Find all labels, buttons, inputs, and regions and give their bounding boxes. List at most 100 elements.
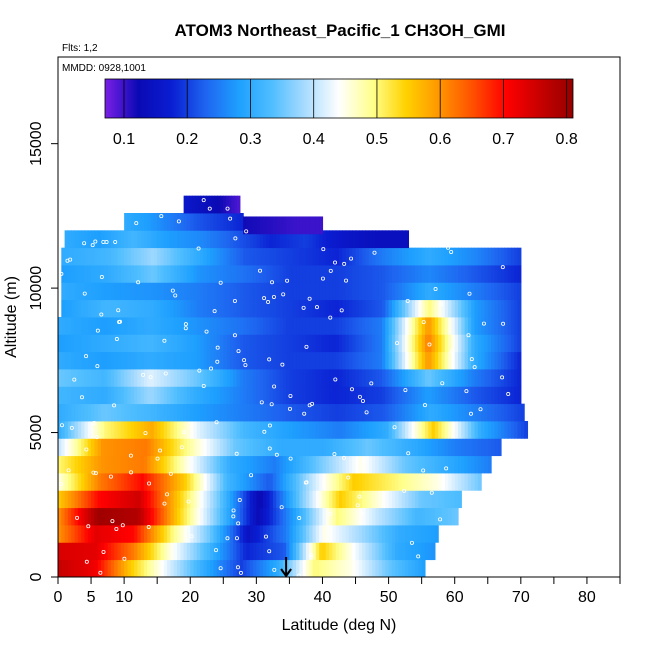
heatmap-cell (253, 282, 257, 301)
heatmap-cell (107, 317, 112, 335)
heatmap-cell (177, 542, 181, 561)
heatmap-cell (186, 455, 191, 474)
heatmap-cell (358, 265, 363, 283)
heatmap-cell (438, 351, 443, 370)
heatmap-cell (253, 247, 257, 266)
heatmap-cell (223, 386, 228, 405)
heatmap-cell (236, 282, 241, 301)
observation-point (196, 246, 201, 251)
heatmap-cell (372, 247, 376, 266)
heatmap-cell (120, 507, 125, 526)
heatmap-cell (375, 265, 380, 283)
heatmap-cell (418, 421, 423, 439)
heatmap-cell (345, 334, 350, 353)
heatmap-cell (266, 438, 271, 457)
heatmap-cell (190, 351, 195, 370)
heatmap-cell (243, 317, 248, 335)
heatmap-cell (372, 369, 376, 387)
heatmap-cell (256, 334, 261, 353)
heatmap-cell (315, 542, 320, 561)
heatmap-cell (229, 369, 234, 387)
heatmap-cell (474, 438, 479, 457)
heatmap-cell (134, 265, 138, 283)
heatmap-cell (309, 386, 314, 405)
heatmap-cell (481, 455, 486, 474)
heatmap-cell (312, 525, 317, 543)
heatmap-cell (140, 473, 145, 491)
observation-point (288, 393, 293, 398)
heatmap-cell (342, 334, 347, 353)
heatmap-cell (358, 421, 363, 439)
heatmap-cell (114, 525, 119, 543)
heatmap-cell (339, 247, 343, 266)
heatmap-cell (167, 282, 171, 301)
heatmap-cell (193, 265, 198, 283)
heatmap-cell (487, 386, 492, 405)
heatmap-cell (186, 386, 191, 405)
heatmap-cell (206, 386, 211, 405)
heatmap-cell (160, 473, 165, 491)
heatmap-cell (117, 351, 122, 370)
heatmap-cell (272, 247, 277, 266)
heatmap-cell (84, 247, 89, 266)
heatmap-cell (421, 386, 426, 405)
heatmap-cell (84, 351, 89, 370)
heatmap-cell (272, 282, 277, 301)
heatmap-cell (365, 386, 370, 405)
heatmap-cell (299, 421, 304, 439)
heatmap-cell (458, 265, 462, 283)
heatmap-cell (302, 351, 307, 370)
observation-point (500, 375, 505, 380)
heatmap-cell (137, 334, 142, 353)
heatmap-cell (177, 213, 181, 231)
heatmap-cell (61, 542, 66, 561)
observation-point (478, 407, 483, 412)
heatmap-cell (213, 473, 218, 491)
heatmap-cell (206, 507, 211, 526)
heatmap-cell (451, 247, 456, 266)
heatmap-cell (117, 455, 122, 474)
observation-point (481, 321, 486, 326)
heatmap-cell (110, 438, 115, 457)
heatmap-cell (282, 247, 287, 266)
heatmap-cell (408, 403, 413, 422)
heatmap-cell (223, 369, 228, 387)
heatmap-cell (504, 299, 509, 318)
heatmap-cell (197, 195, 202, 214)
heatmap-cell (147, 351, 152, 370)
x-tick-label: 0 (54, 589, 63, 606)
heatmap-cell (120, 334, 125, 353)
heatmap-cell (517, 421, 522, 439)
heatmap-cell (107, 525, 112, 543)
heatmap-cell (292, 386, 297, 405)
heatmap-cell (441, 438, 446, 457)
heatmap-cell (358, 230, 363, 249)
heatmap-cell (292, 421, 297, 439)
heatmap-cell (441, 247, 446, 266)
heatmap-cell (315, 265, 320, 283)
heatmap-cell (408, 247, 413, 266)
heatmap-cell (58, 334, 62, 353)
heatmap-cell (163, 213, 168, 231)
heatmap-cell (418, 282, 423, 301)
observation-point (233, 236, 238, 241)
heatmap-cell (239, 507, 244, 526)
heatmap-cell (375, 507, 380, 526)
heatmap-cell (421, 403, 426, 422)
heatmap-cell (411, 386, 416, 405)
heatmap-cell (381, 403, 386, 422)
heatmap-cell (378, 421, 383, 439)
heatmap-cell (312, 369, 317, 387)
heatmap-cell (289, 438, 294, 457)
heatmap-cell (378, 403, 383, 422)
observation-point (110, 519, 115, 524)
heatmap-cell (259, 473, 264, 491)
heatmap-cell (173, 282, 178, 301)
heatmap-cell (104, 473, 109, 491)
heatmap-cell (167, 421, 171, 439)
heatmap-cell (170, 473, 175, 491)
observation-point (267, 549, 272, 554)
heatmap-cell (352, 351, 357, 370)
heatmap-cell (421, 559, 426, 577)
